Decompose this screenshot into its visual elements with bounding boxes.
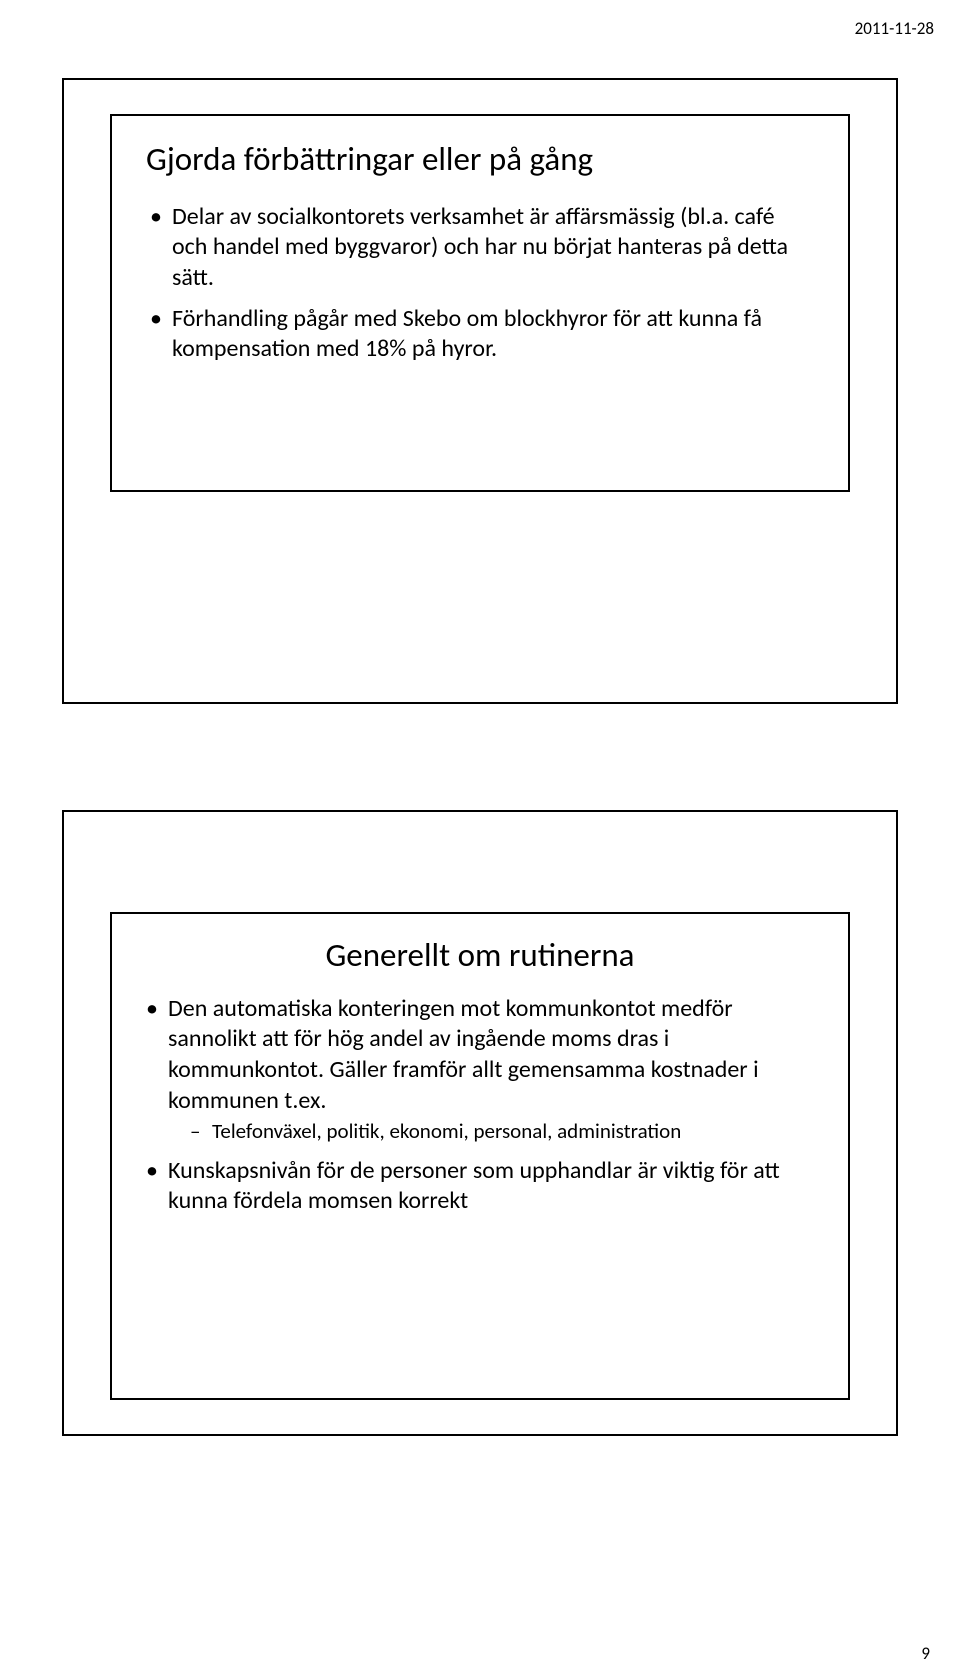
page-number: 9: [921, 1643, 930, 1664]
bullet-item: Delar av socialkontorets verksamhet är a…: [146, 202, 814, 294]
header-date: 2011-11-28: [855, 18, 934, 39]
slide-1-title: Gjorda förbättringar eller på gång: [146, 140, 814, 180]
bullet-item: Kunskapsnivån för de personer som upphan…: [142, 1156, 818, 1217]
slide-2-title: Generellt om rutinerna: [142, 936, 818, 976]
bullet-text: Den automatiska konteringen mot kommunko…: [168, 994, 759, 1115]
slide-2-inner: Generellt om rutinerna Den automatiska k…: [110, 912, 850, 1400]
slide-1: Gjorda förbättringar eller på gång Delar…: [62, 78, 898, 704]
sub-bullets: Telefonväxel, politik, ekonomi, personal…: [168, 1118, 818, 1145]
slide-2-bullets: Den automatiska konteringen mot kommunko…: [142, 994, 818, 1218]
sub-bullet-item: Telefonväxel, politik, ekonomi, personal…: [168, 1118, 818, 1145]
slide-2: Generellt om rutinerna Den automatiska k…: [62, 810, 898, 1436]
bullet-item: Förhandling pågår med Skebo om blockhyro…: [146, 304, 814, 365]
bullet-item: Den automatiska konteringen mot kommunko…: [142, 994, 818, 1146]
slide-1-inner: Gjorda förbättringar eller på gång Delar…: [110, 114, 850, 492]
slide-1-bullets: Delar av socialkontorets verksamhet är a…: [146, 202, 814, 366]
